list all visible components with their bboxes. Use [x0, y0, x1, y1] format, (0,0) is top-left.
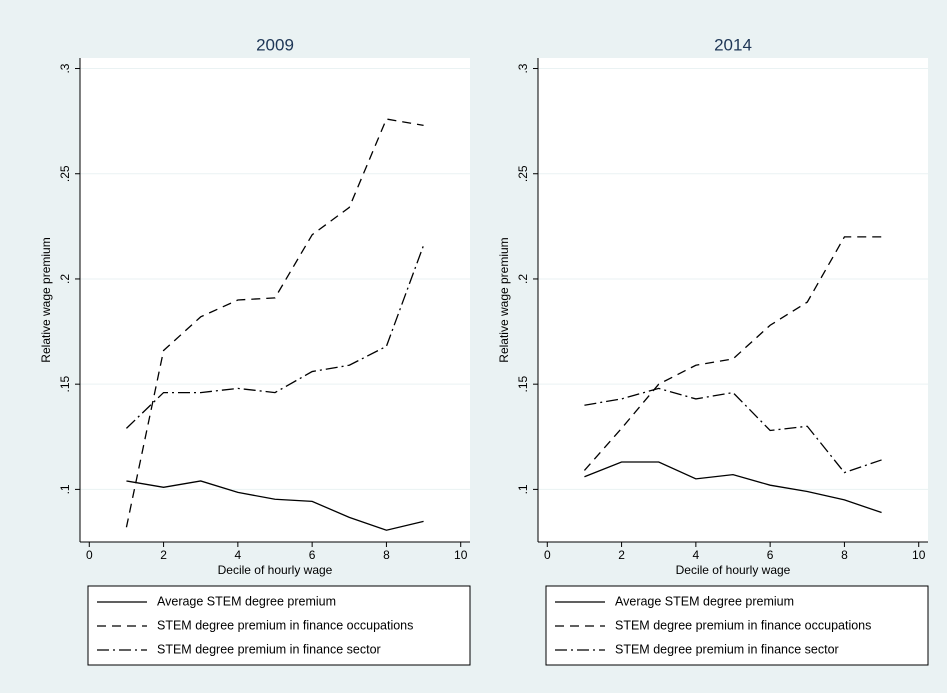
y-tick-label: .25 — [516, 165, 530, 182]
legend-label: STEM degree premium in finance occupatio… — [157, 618, 413, 632]
y-tick-label: .15 — [58, 376, 72, 393]
plot-area — [80, 58, 470, 542]
series-line — [125, 245, 425, 429]
x-tick-label: 10 — [912, 548, 926, 562]
plot-area — [538, 58, 928, 542]
y-tick-label: .1 — [58, 484, 72, 494]
x-axis-label: Decile of hourly wage — [218, 563, 333, 577]
y-tick-label: .2 — [516, 274, 530, 284]
x-axis-label: Decile of hourly wage — [676, 563, 791, 577]
x-tick-label: 8 — [841, 548, 848, 562]
x-tick-label: 0 — [86, 548, 93, 562]
legend-label: Average STEM degree premium — [615, 594, 794, 608]
legend-box — [87, 585, 471, 666]
x-tick-label: 4 — [235, 548, 242, 562]
y-tick-label: .3 — [58, 63, 72, 73]
legend-label: STEM degree premium in finance occupatio… — [615, 618, 871, 632]
y-tick-label: .15 — [516, 376, 530, 393]
x-tick-label: 6 — [767, 548, 774, 562]
series-line — [584, 461, 882, 514]
y-tick-label: .25 — [58, 165, 72, 182]
chart-title: 2009 — [256, 35, 294, 54]
y-tick-label: .2 — [58, 274, 72, 284]
x-tick-label: 0 — [544, 548, 551, 562]
chart-title: 2014 — [714, 35, 752, 54]
series-line — [125, 118, 424, 528]
y-axis-label: Relative wage premium — [497, 237, 511, 362]
series-line — [583, 236, 882, 471]
x-tick-label: 8 — [383, 548, 390, 562]
y-tick-label: .1 — [516, 484, 530, 494]
x-tick-label: 4 — [693, 548, 700, 562]
series-line — [584, 387, 882, 474]
legend-label: STEM degree premium in finance sector — [157, 642, 381, 656]
y-axis-label: Relative wage premium — [39, 237, 53, 362]
x-tick-label: 10 — [454, 548, 468, 562]
series-line — [126, 480, 424, 531]
legend-label: Average STEM degree premium — [157, 594, 336, 608]
legend-label: STEM degree premium in finance sector — [615, 642, 839, 656]
y-tick-label: .3 — [516, 63, 530, 73]
x-tick-label: 6 — [309, 548, 316, 562]
x-tick-label: 2 — [160, 548, 167, 562]
legend-box — [545, 585, 929, 666]
x-tick-label: 2 — [618, 548, 625, 562]
